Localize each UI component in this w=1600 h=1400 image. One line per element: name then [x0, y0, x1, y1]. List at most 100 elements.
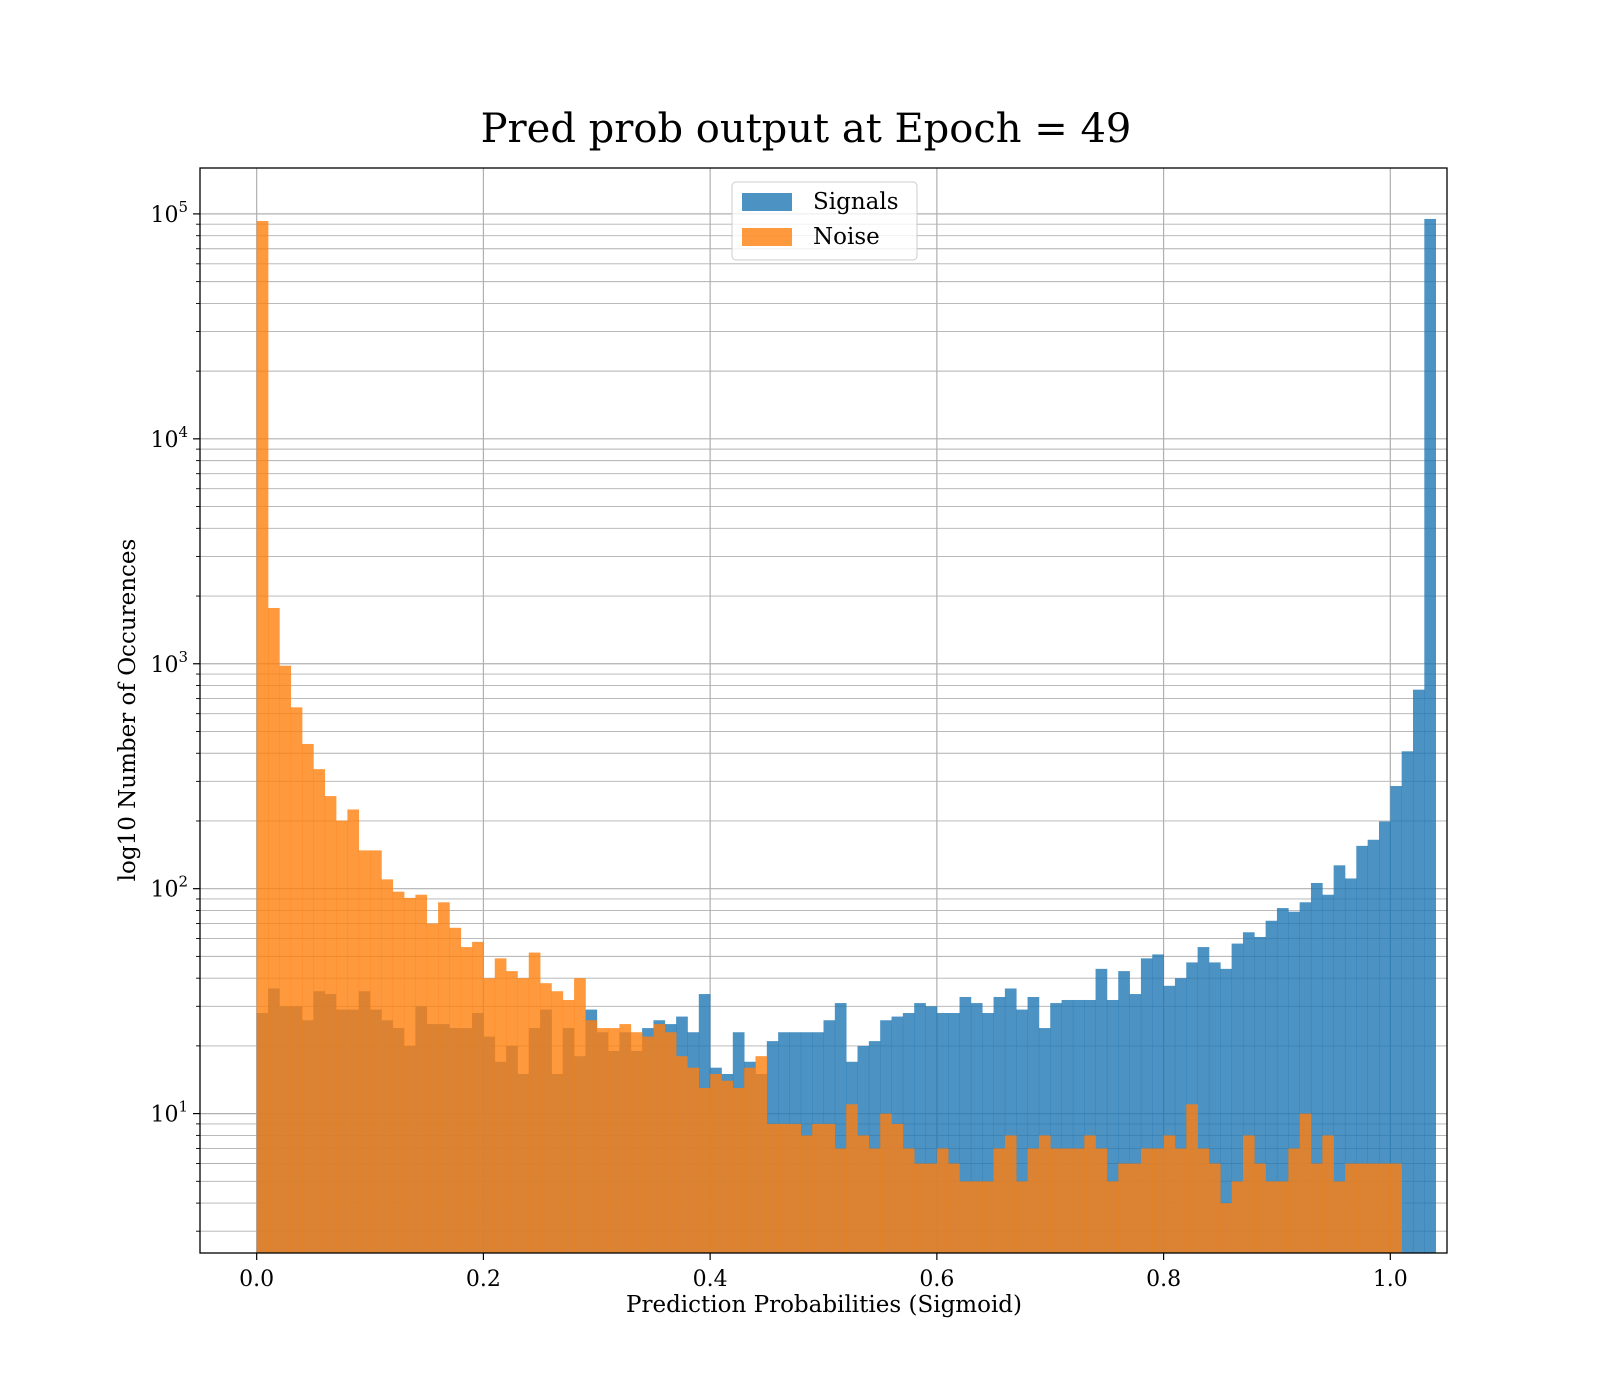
- noise-bar: [676, 1056, 688, 1253]
- noise-bar: [506, 971, 518, 1253]
- noise-bar: [925, 1163, 938, 1253]
- noise-bar: [1333, 1181, 1346, 1253]
- noise-bar: [256, 220, 269, 1254]
- noise-bar: [426, 923, 439, 1253]
- chart-title: Pred prob output at Epoch = 49: [481, 106, 1132, 152]
- noise-bar: [880, 1113, 892, 1253]
- signal-bar: [1367, 839, 1380, 1253]
- signal-bar: [1390, 786, 1403, 1253]
- noise-bar: [290, 707, 303, 1253]
- signal-bar: [1118, 971, 1130, 1253]
- noise-bar: [914, 1163, 926, 1253]
- signal-bar: [1084, 999, 1096, 1253]
- y-tick-label: 102: [150, 873, 188, 903]
- signal-bar: [1265, 920, 1278, 1253]
- signal-bar: [1299, 902, 1312, 1253]
- x-tick-label: 0.8: [1146, 1267, 1181, 1292]
- noise-bar: [1129, 1163, 1142, 1253]
- noise-bar: [517, 978, 530, 1253]
- noise-bar: [1152, 1148, 1164, 1253]
- noise-bar: [778, 1123, 790, 1253]
- noise-bar: [1038, 1135, 1051, 1253]
- noise-bar: [268, 607, 280, 1253]
- noise-bar: [1186, 1104, 1198, 1253]
- noise-bar: [664, 1032, 677, 1253]
- noise-bar: [1276, 1181, 1289, 1253]
- signal-bar: [902, 1013, 915, 1253]
- noise-bar: [596, 1028, 609, 1253]
- signal-bar: [1344, 878, 1357, 1253]
- signal-bar: [1378, 821, 1391, 1253]
- signal-bar: [1197, 947, 1210, 1253]
- noise-bar: [891, 1123, 904, 1253]
- noise-bar: [744, 1067, 756, 1253]
- noise-bar: [732, 1087, 745, 1253]
- noise-bar: [1322, 1135, 1334, 1253]
- noise-bar: [1220, 1203, 1232, 1253]
- noise-bar: [1140, 1148, 1153, 1253]
- signal-bar: [1254, 936, 1266, 1253]
- noise-bar: [857, 1135, 870, 1253]
- noise-bar: [1163, 1135, 1176, 1253]
- noise-bar: [404, 897, 416, 1253]
- signal-bar: [1310, 882, 1323, 1253]
- noise-bar: [1072, 1148, 1085, 1253]
- noise-bar: [562, 999, 575, 1253]
- noise-bar: [948, 1163, 960, 1253]
- noise-bar: [936, 1148, 949, 1253]
- noise-bar: [1197, 1148, 1210, 1253]
- signal-bar: [993, 996, 1006, 1253]
- signal-bar: [1220, 968, 1232, 1253]
- noise-bar: [540, 983, 552, 1253]
- noise-bar: [1027, 1148, 1040, 1253]
- signal-bar: [1050, 1003, 1062, 1253]
- noise-bar: [868, 1148, 881, 1253]
- noise-bar: [449, 927, 462, 1253]
- noise-bar: [653, 1024, 666, 1253]
- noise-bar: [993, 1148, 1006, 1253]
- signal-bar: [1208, 962, 1221, 1253]
- noise-bar: [585, 1020, 598, 1253]
- noise-bar: [846, 1104, 858, 1253]
- signal-bar: [834, 1003, 847, 1253]
- signal-bar: [1163, 985, 1176, 1253]
- legend-swatch-signals: [742, 193, 792, 211]
- noise-bar: [721, 1080, 734, 1253]
- x-tick-label: 0.4: [693, 1267, 728, 1292]
- signal-bar: [1106, 999, 1119, 1253]
- noise-bar: [528, 952, 541, 1253]
- noise-bar: [1299, 1113, 1312, 1253]
- signal-bar: [1322, 894, 1334, 1253]
- noise-bar: [1242, 1135, 1255, 1253]
- signal-bar: [1140, 958, 1153, 1253]
- signal-bar: [1072, 999, 1085, 1253]
- noise-bar: [494, 958, 507, 1253]
- noise-bar: [630, 1032, 643, 1253]
- noise-bar: [1016, 1181, 1028, 1253]
- noise-bar: [710, 1073, 722, 1253]
- legend: Signals Noise: [731, 181, 918, 261]
- signal-bar: [925, 1006, 938, 1253]
- noise-bar: [1254, 1163, 1266, 1253]
- signal-bar: [936, 1013, 949, 1253]
- noise-bar: [687, 1067, 700, 1253]
- legend-label-noise: Noise: [813, 224, 880, 250]
- signal-bar: [1004, 988, 1017, 1253]
- noise-bar: [336, 820, 348, 1253]
- histogram-bars: [256, 218, 1437, 1254]
- noise-bar: [1265, 1181, 1278, 1253]
- noise-bar: [642, 1036, 654, 1253]
- signal-bar: [914, 1003, 926, 1253]
- signal-bar: [1061, 999, 1074, 1253]
- noise-bar: [812, 1123, 824, 1253]
- noise-bar: [1356, 1163, 1368, 1253]
- noise-bar: [415, 894, 428, 1253]
- noise-bar: [358, 850, 371, 1253]
- signal-bar: [959, 996, 972, 1253]
- noise-bar: [823, 1123, 836, 1253]
- axes-frame: [199, 167, 1448, 1254]
- noise-bar: [381, 879, 394, 1253]
- noise-bar: [1061, 1148, 1074, 1253]
- signal-bar: [1356, 845, 1368, 1253]
